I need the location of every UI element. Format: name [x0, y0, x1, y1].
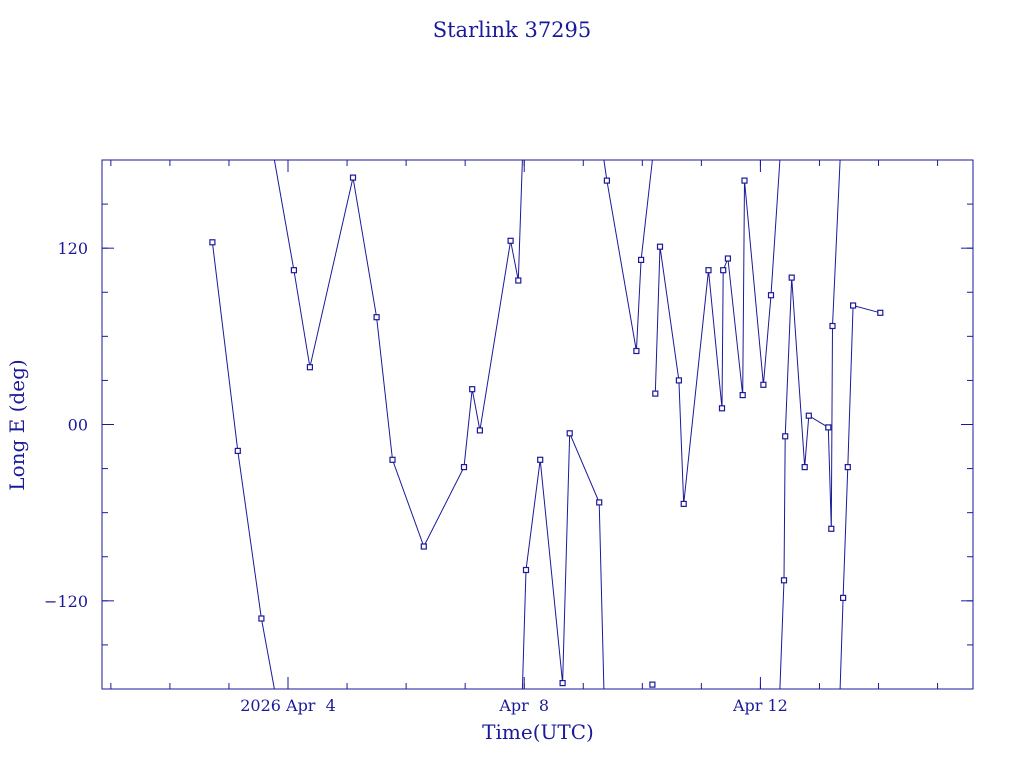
- data-point: [476, 427, 483, 434]
- data-point: [603, 177, 611, 184]
- data-point: [801, 464, 808, 471]
- data-point: [877, 309, 884, 316]
- data-point: [637, 256, 645, 263]
- series-line-3: [603, 159, 653, 352]
- x-axis-ticks: 2026 Apr 4 Apr 8 Apr 12: [240, 160, 788, 715]
- data-point: [760, 381, 767, 388]
- data-point: [633, 347, 640, 355]
- y-tick-label: 00: [68, 416, 88, 435]
- data-point: [373, 314, 380, 321]
- series-points: [209, 174, 884, 688]
- data-point: [739, 392, 746, 399]
- data-point: [234, 447, 241, 454]
- data-point: [656, 243, 664, 250]
- data-point: [680, 500, 687, 507]
- y-tick-label: 120: [57, 239, 88, 258]
- data-point: [839, 594, 847, 602]
- series-line-1: [273, 159, 523, 548]
- data-point: [675, 377, 683, 384]
- data-point: [559, 679, 566, 687]
- data-point: [420, 543, 427, 550]
- data-point: [844, 464, 851, 471]
- data-point: [537, 456, 544, 463]
- data-point: [515, 277, 522, 284]
- series-line-0: [211, 242, 275, 690]
- x-tick-label: Apr 12: [732, 696, 788, 715]
- chart-title: Starlink 37295: [433, 18, 592, 42]
- y-axis-ticks: 120 00 −120: [44, 239, 973, 611]
- series-line-6: [779, 159, 841, 690]
- data-point: [825, 424, 832, 431]
- data-point: [209, 239, 216, 246]
- data-point: [767, 292, 775, 299]
- x-axis-label: Time(UTC): [482, 720, 594, 744]
- data-point: [507, 237, 514, 244]
- data-point: [290, 267, 297, 274]
- data-point: [469, 386, 476, 393]
- data-point: [705, 267, 712, 274]
- data-point: [788, 274, 795, 281]
- data-point: [460, 464, 468, 471]
- data-point: [649, 681, 656, 688]
- data-point: [522, 566, 530, 574]
- series-line-2: [521, 433, 605, 690]
- data-point: [849, 302, 857, 309]
- data-point: [724, 255, 732, 262]
- data-point: [389, 456, 396, 463]
- y-axis-label: Long E (deg): [5, 359, 29, 490]
- data-point: [306, 364, 313, 371]
- data-point: [596, 499, 603, 506]
- x-tick-label: Apr 8: [498, 696, 549, 715]
- data-point: [566, 430, 573, 437]
- x-tick-label: 2026 Apr 4: [240, 696, 336, 715]
- data-point: [805, 412, 812, 419]
- series-line-7: [839, 304, 881, 690]
- series-line-5: [654, 159, 781, 504]
- data-point: [718, 405, 726, 412]
- data-point: [720, 267, 727, 274]
- data-point: [780, 577, 788, 584]
- y-tick-label: −120: [44, 592, 88, 611]
- data-point: [828, 525, 835, 532]
- data-point: [741, 177, 748, 184]
- data-point: [349, 174, 357, 181]
- data-point: [258, 615, 265, 622]
- data-point: [829, 322, 836, 330]
- data-point: [652, 390, 659, 397]
- series-lines: [211, 159, 881, 690]
- data-point: [782, 433, 789, 440]
